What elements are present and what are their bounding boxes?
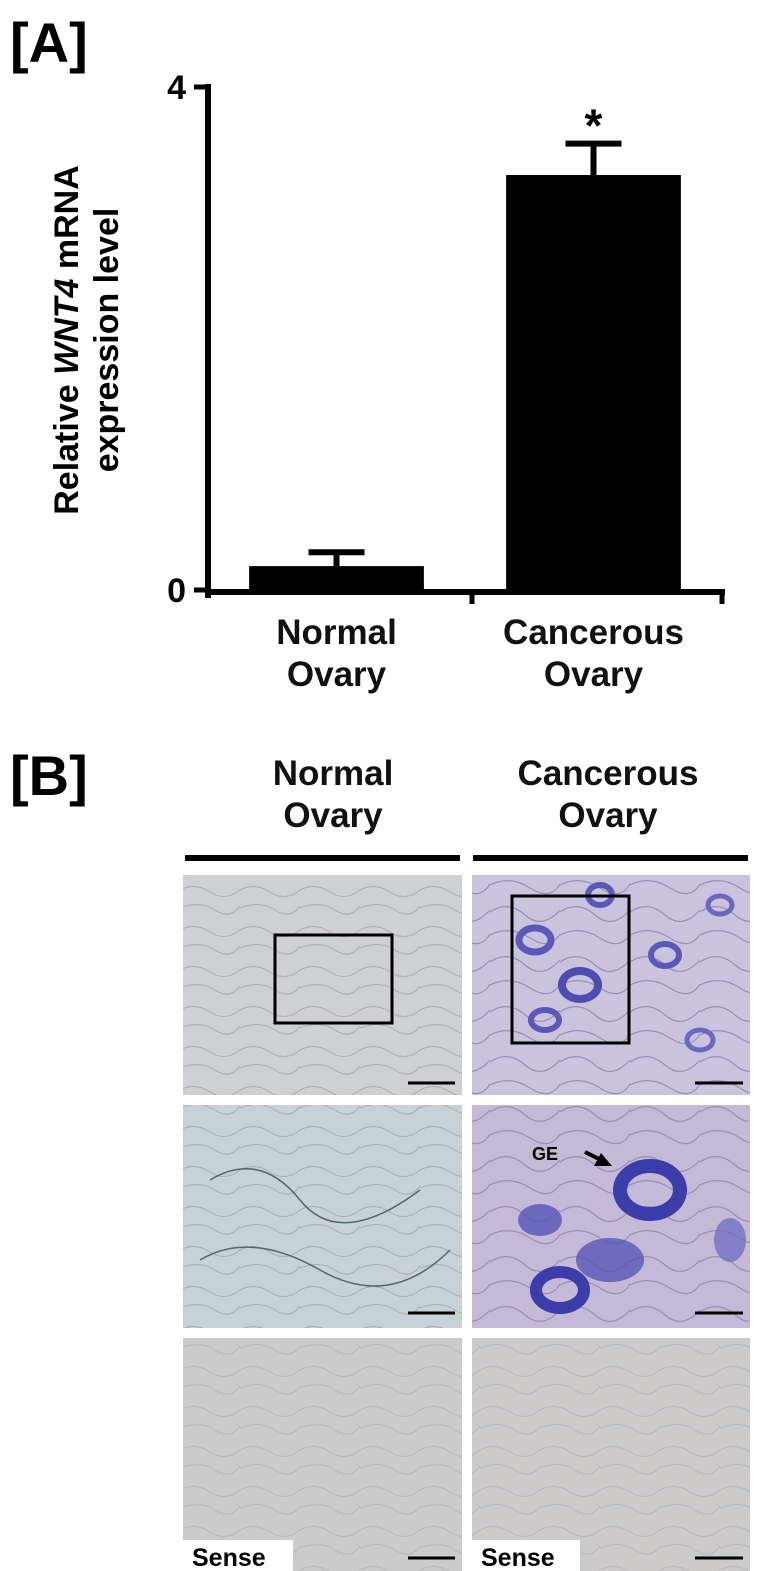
panel-label: [A] <box>10 11 88 74</box>
micrograph <box>472 1105 750 1328</box>
y-title-part: Relative <box>48 384 86 514</box>
sense-label: Sense <box>192 1544 266 1571</box>
y-title-part: mRNA <box>48 165 86 269</box>
micrograph <box>183 875 462 1095</box>
y-tick-label: 4 <box>167 69 186 107</box>
y-title-part: WNT4 <box>48 279 86 375</box>
micrograph <box>472 875 750 1095</box>
column-rule <box>185 855 460 861</box>
y-axis-title: Relative WNT4 mRNA <box>48 165 86 515</box>
annotation: * <box>585 100 603 152</box>
y-axis-title: expression level <box>88 208 126 473</box>
arrow-label: GE <box>532 1144 558 1164</box>
column-header: Cancerous Ovary <box>517 754 699 835</box>
sense-label: Sense <box>481 1544 555 1571</box>
micrograph <box>183 1338 462 1571</box>
micrograph <box>183 1105 462 1328</box>
x-tick-label: Normal Ovary <box>276 613 397 694</box>
panel-label: [B] <box>10 744 88 807</box>
error-bar <box>308 549 365 567</box>
micrograph <box>472 1338 750 1571</box>
bar <box>506 175 681 590</box>
column-header: Normal Ovary <box>272 754 394 835</box>
bar <box>249 566 424 590</box>
column-rule <box>473 855 748 861</box>
x-tick-label: Cancerous Ovary <box>503 613 684 694</box>
error-bar <box>565 140 622 176</box>
y-tick-label: 0 <box>167 572 186 610</box>
